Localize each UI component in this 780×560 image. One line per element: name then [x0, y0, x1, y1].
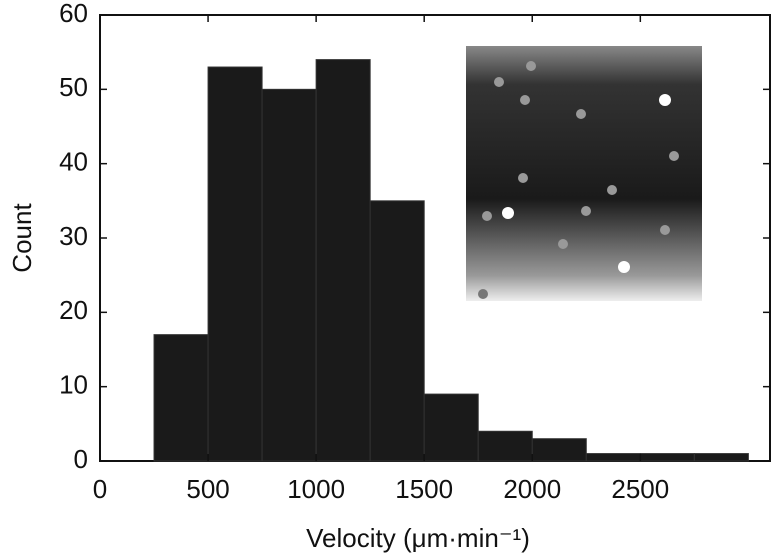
axes: 0 10 20 30 40 50 60 0 500 1000 1500 2000 2500 — [59, 0, 770, 504]
bar — [639, 453, 695, 462]
bar — [693, 453, 749, 462]
inset-particles — [478, 61, 679, 299]
bar — [369, 200, 425, 462]
y-axis-label: Count — [7, 203, 37, 273]
inset-image — [466, 46, 702, 301]
bars — [153, 59, 749, 462]
x-tick-label: 2000 — [503, 474, 561, 504]
y-tick-label: 30 — [59, 221, 88, 251]
bar — [477, 430, 533, 462]
y-tick-label: 40 — [59, 147, 88, 177]
bar — [153, 334, 209, 462]
x-tick-label: 2500 — [611, 474, 669, 504]
bar — [261, 88, 317, 462]
y-tick-label: 20 — [59, 295, 88, 325]
x-tick-label: 500 — [186, 474, 229, 504]
inset-background — [466, 46, 702, 301]
x-axis-label: Velocity (μm·min⁻¹) — [306, 523, 530, 553]
y-tick-label: 0 — [74, 444, 88, 474]
bar — [423, 393, 479, 462]
bar — [531, 438, 587, 462]
x-tick-label: 0 — [93, 474, 107, 504]
y-tick-label: 10 — [59, 370, 88, 400]
x-tick-label: 1500 — [395, 474, 453, 504]
bar — [315, 59, 371, 462]
y-tick-label: 50 — [59, 72, 88, 102]
bar — [585, 453, 641, 462]
bar — [207, 66, 263, 462]
x-tick-label: 1000 — [287, 474, 345, 504]
y-tick-label: 60 — [59, 0, 88, 28]
